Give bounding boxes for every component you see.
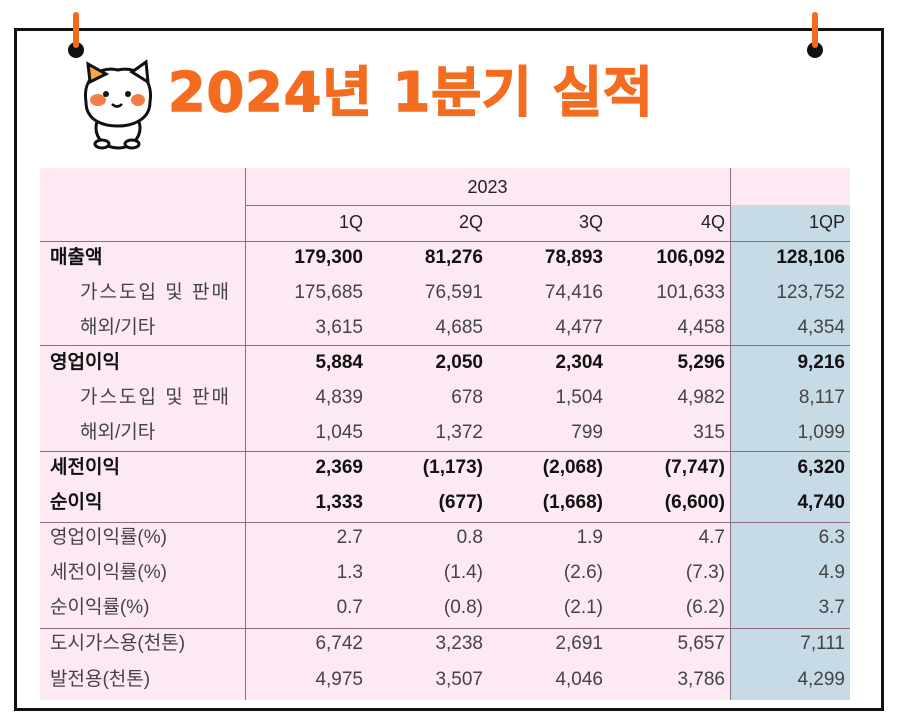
table-cell: (2.1) — [563, 597, 603, 618]
table-cell: (1,173) — [422, 457, 483, 478]
table-cell: (6.2) — [685, 597, 725, 618]
table-cell: 76,591 — [424, 282, 483, 303]
row-label: 영업이익 — [50, 352, 120, 373]
table-cell: 2,304 — [555, 352, 603, 373]
table-cell: 3,238 — [435, 633, 483, 654]
row-label: 가스도입 및 판매 — [80, 282, 231, 303]
table-cell: 5,657 — [677, 633, 725, 654]
table-cell: 1,099 — [797, 422, 845, 443]
row-label: 가스도입 및 판매 — [80, 387, 231, 408]
table-cell: 5,296 — [677, 352, 725, 373]
row-label: 해외/기타 — [80, 422, 156, 443]
table-cell: 1.9 — [576, 527, 603, 548]
highlight-column-1qp — [730, 168, 850, 700]
pin-left-icon — [68, 12, 84, 58]
row-label: 해외/기타 — [80, 317, 156, 338]
table-cell: (1.4) — [443, 562, 483, 583]
table-cell: 7,111 — [800, 633, 845, 654]
table-cell: 1,045 — [315, 422, 363, 443]
table-cell: 3,786 — [677, 669, 725, 690]
row-label: 순이익 — [50, 492, 103, 513]
table-cell: 4,046 — [555, 669, 603, 690]
table-cell: 101,633 — [656, 282, 725, 303]
table-cell: 0.7 — [336, 597, 363, 618]
table-cell: 175,685 — [294, 282, 363, 303]
table-cell: 3,507 — [435, 669, 483, 690]
column-header: 3Q — [578, 212, 603, 232]
table-cell: 4,477 — [555, 317, 603, 338]
row-label: 발전용(천톤) — [50, 669, 151, 690]
row-label: 영업이익률(%) — [50, 527, 167, 548]
table-cell: 6,320 — [797, 457, 845, 478]
row-label: 도시가스용(천톤) — [50, 633, 186, 654]
table-cell: 4,839 — [315, 387, 363, 408]
table-cell: 4,354 — [797, 317, 845, 338]
table-cell: 315 — [693, 422, 725, 443]
table-cell: 9,216 — [797, 352, 845, 373]
table-cell: 1.3 — [336, 562, 363, 583]
table-cell: 1,333 — [315, 492, 363, 513]
table-cell: 1,372 — [435, 422, 483, 443]
table-cell: 4,458 — [677, 317, 725, 338]
table-cell: 4,740 — [797, 492, 845, 513]
column-header: 2Q — [458, 212, 483, 232]
table-cell: 4.7 — [698, 527, 725, 548]
table-cell: 179,300 — [294, 247, 363, 268]
table-cell: 799 — [571, 422, 603, 443]
column-header: 4Q — [700, 212, 725, 232]
row-label: 세전이익 — [50, 457, 120, 478]
table-cell: 678 — [451, 387, 483, 408]
table-cell: 4,299 — [797, 669, 845, 690]
table-cell: 5,884 — [315, 352, 363, 373]
table-cell: 4.9 — [818, 562, 845, 583]
table-cell: 6.3 — [818, 527, 845, 548]
table-cell: (2,068) — [542, 457, 603, 478]
table-cell: 0.8 — [456, 527, 483, 548]
table-cell: 3,615 — [315, 317, 363, 338]
table-cell: 2.7 — [336, 527, 363, 548]
table-cell: 1,504 — [555, 387, 603, 408]
table-cell: 123,752 — [776, 282, 845, 303]
table-cell: (2.6) — [563, 562, 603, 583]
table-cell: 2,369 — [315, 457, 363, 478]
table-cell: 128,106 — [776, 247, 845, 268]
table-cell: 6,742 — [315, 633, 363, 654]
pin-right-icon — [807, 12, 823, 58]
table-cell: (1,668) — [542, 492, 603, 513]
table-cell: (677) — [438, 492, 483, 513]
table-cell: 81,276 — [424, 247, 483, 268]
table-cell: 4,975 — [315, 669, 363, 690]
table-cell: 3.7 — [818, 597, 845, 618]
column-header: 1Q — [338, 212, 363, 232]
table-cell: 2,691 — [555, 633, 603, 654]
results-table: 2023 1Q 2Q 3Q 4Q 1QP 매출액 179,300 81,276 78,893 1… — [40, 168, 850, 700]
page-title: 2024년 1분기 실적 — [167, 61, 654, 124]
row-label: 순이익률(%) — [50, 597, 150, 618]
table-cell: 106,092 — [656, 247, 725, 268]
cat-mascot-icon — [84, 59, 152, 150]
table-cell: (7,747) — [664, 457, 725, 478]
year-header: 2023 — [467, 177, 508, 197]
column-header: 1QP — [808, 212, 845, 232]
row-label: 세전이익률(%) — [50, 562, 167, 583]
row-label: 매출액 — [50, 247, 103, 268]
table-cell: 4,982 — [677, 387, 725, 408]
table-cell: 2,050 — [435, 352, 483, 373]
table-cell: (7.3) — [685, 562, 725, 583]
table-cell: 4,685 — [435, 317, 483, 338]
table-cell: 74,416 — [544, 282, 603, 303]
table-cell: (0.8) — [443, 597, 483, 618]
table-cell: 78,893 — [544, 247, 603, 268]
table-cell: (6,600) — [664, 492, 725, 513]
table-cell: 8,117 — [798, 387, 845, 408]
